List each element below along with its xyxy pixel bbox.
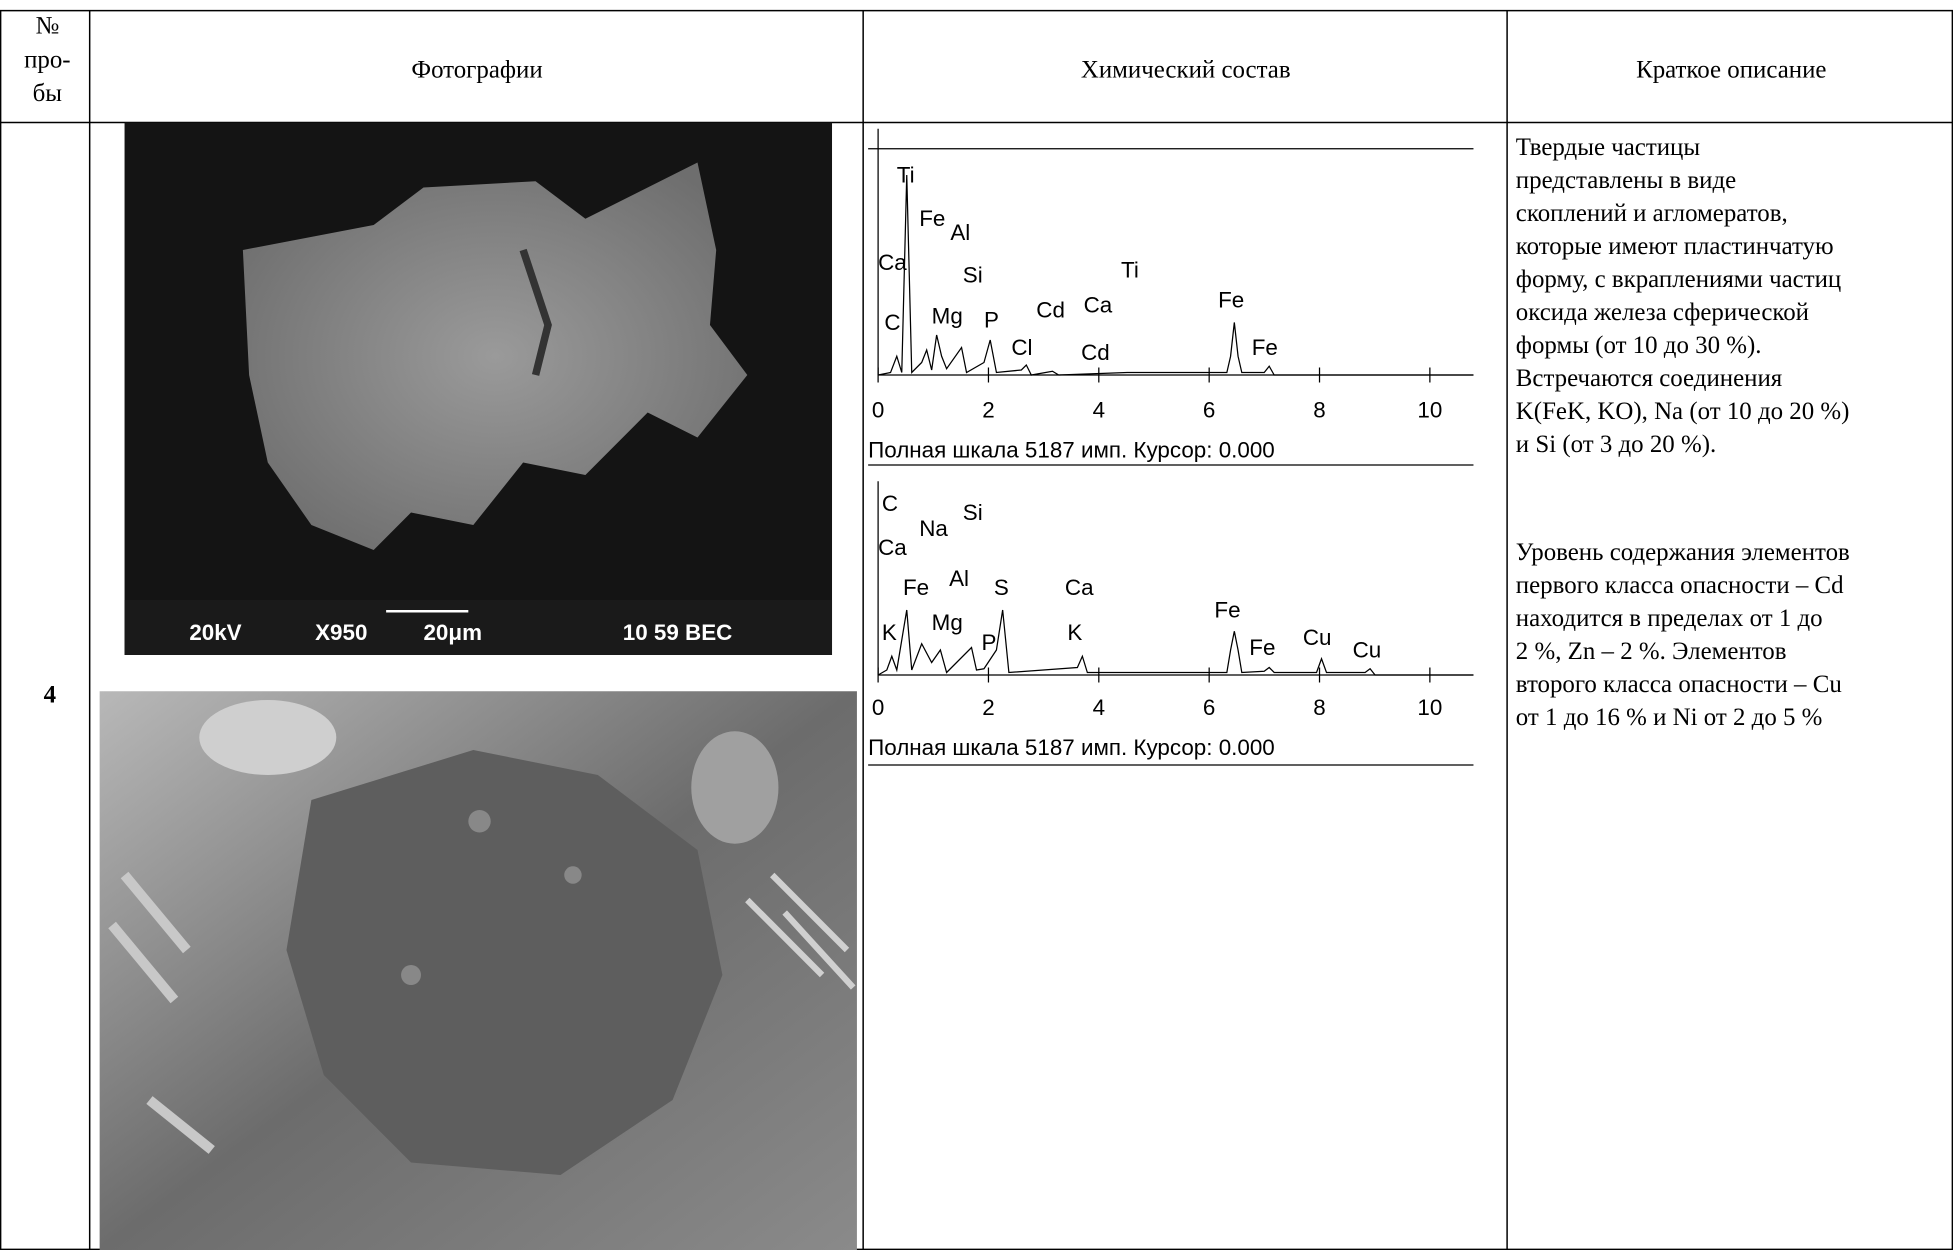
tick-label: 8 — [1313, 695, 1325, 720]
description-line: Встречаются соединения — [1516, 365, 1783, 392]
element-label: Ti — [897, 162, 915, 187]
tick-label: 4 — [1093, 397, 1105, 422]
photo-overlay: X950 — [315, 620, 367, 645]
description-line: 2 %, Zn – 2 %. Элементов — [1516, 638, 1787, 665]
description-line: оксида железа сферической — [1516, 299, 1809, 326]
description-line: представлены в виде — [1516, 167, 1736, 194]
element-label: Ca — [1065, 575, 1094, 600]
element-label: Na — [919, 516, 948, 541]
sem-photo — [100, 691, 857, 1250]
description-line: первого класса опасности – Cd — [1516, 572, 1844, 599]
element-label: Cd — [1036, 297, 1065, 322]
element-label: Fe — [1249, 635, 1275, 660]
element-label: Fe — [1218, 287, 1244, 312]
header-description: Краткое описание — [1636, 56, 1826, 83]
sample-number: 4 — [44, 681, 56, 708]
tick-label: 0 — [872, 695, 884, 720]
tick-label: 4 — [1093, 695, 1105, 720]
description-line: форму, с вкраплениями частиц — [1516, 266, 1841, 293]
sem-photo — [125, 123, 832, 656]
tick-label: 6 — [1203, 695, 1215, 720]
tick-label: 0 — [872, 397, 884, 422]
header-composition: Химический состав — [1081, 56, 1291, 83]
element-label: Ca — [1084, 292, 1113, 317]
element-label: Cd — [1081, 340, 1110, 365]
tick-label: 10 — [1417, 695, 1442, 720]
photo-overlay: 20μm — [423, 620, 482, 645]
header-photos: Фотографии — [411, 56, 542, 83]
header-number: бы — [33, 80, 63, 107]
element-label: C — [882, 491, 898, 516]
description-line: второго класса опасности – Cu — [1516, 671, 1842, 698]
description-line: Твердые частицы — [1516, 134, 1701, 161]
description-line: которые имеют пластинчатую — [1516, 233, 1834, 260]
element-label: Al — [949, 566, 969, 591]
tick-label: 2 — [982, 695, 994, 720]
element-label: K — [882, 620, 897, 645]
description-line: Уровень содержания элементов — [1516, 539, 1850, 566]
element-label: Fe — [1214, 597, 1240, 622]
element-label: Mg — [932, 610, 963, 635]
element-label: Al — [950, 220, 970, 245]
document: № про- бы Фотографии Химический состав К… — [0, 0, 1953, 1250]
description-line: и Si (от 3 до 20 %). — [1516, 431, 1716, 458]
element-label: C — [884, 310, 900, 335]
element-label: P — [984, 307, 999, 332]
element-label: Ca — [878, 535, 907, 560]
spectrum-caption: Полная шкала 5187 имп. Курсор: 0.000 — [868, 735, 1275, 760]
element-label: Fe — [919, 206, 945, 231]
description-line: K(FeK, KO), Na (от 10 до 20 %) — [1516, 398, 1850, 425]
tick-label: 8 — [1313, 397, 1325, 422]
element-label: Ti — [1121, 257, 1139, 282]
element-label: Si — [963, 262, 983, 287]
description-line: скоплений и агломератов, — [1516, 200, 1788, 227]
element-label: Fe — [1252, 335, 1278, 360]
photo-overlay: 10 59 BEC — [623, 620, 733, 645]
element-label: S — [994, 575, 1009, 600]
element-label: Si — [963, 500, 983, 525]
header-number: № — [35, 13, 59, 40]
tick-label: 10 — [1417, 397, 1442, 422]
description-line: находится в пределах от 1 до — [1516, 605, 1823, 632]
element-label: Cl — [1011, 335, 1032, 360]
element-label: K — [1067, 620, 1082, 645]
description-line: формы (от 10 до 30 %). — [1516, 332, 1762, 359]
page: № про- бы Фотографии Химический состав К… — [0, 0, 1953, 1250]
element-label: Mg — [932, 304, 963, 329]
element-label: Ca — [878, 250, 907, 275]
tick-label: 2 — [982, 397, 994, 422]
description-line: от 1 до 16 % и Ni от 2 до 5 % — [1516, 704, 1823, 731]
element-label: P — [981, 630, 996, 655]
tick-label: 6 — [1203, 397, 1215, 422]
spectrum-caption: Полная шкала 5187 имп. Курсор: 0.000 — [868, 437, 1275, 462]
photo-overlay: 20kV — [189, 620, 241, 645]
header-number: про- — [24, 46, 71, 73]
element-label: Cu — [1303, 625, 1332, 650]
element-label: Fe — [903, 575, 929, 600]
element-label: Cu — [1353, 637, 1382, 662]
